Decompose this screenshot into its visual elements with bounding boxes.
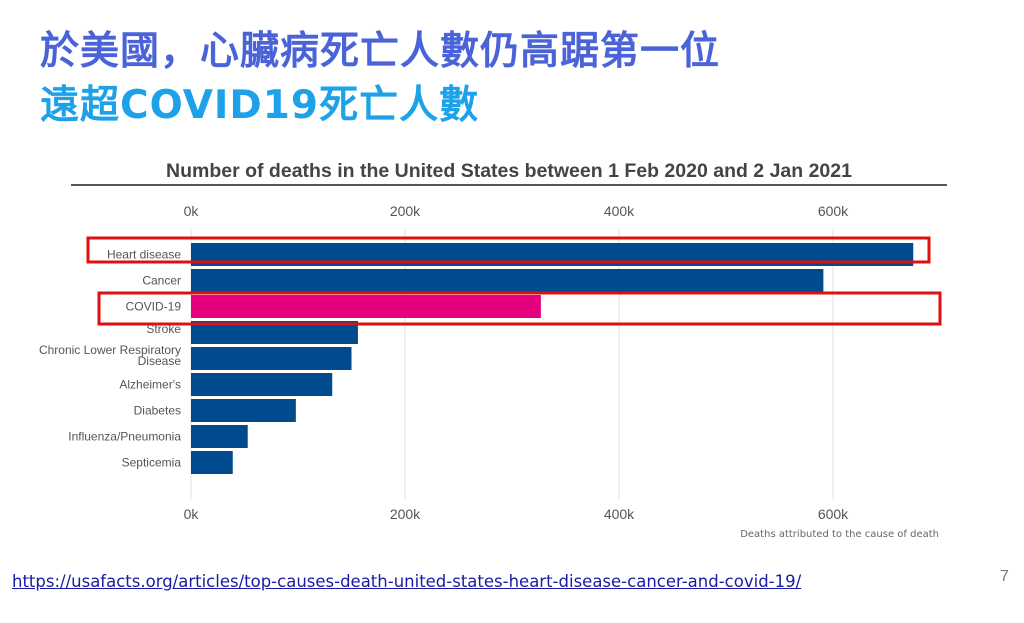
- x-tick-label-top: 200k: [390, 203, 421, 219]
- bar-influenza-pneumonia: [191, 425, 248, 448]
- category-label: Disease: [138, 354, 182, 368]
- annotation-box-covid-19: [97, 291, 942, 326]
- bar-alzheimer-s: [191, 373, 333, 396]
- bar-cancer: [191, 269, 824, 292]
- category-label: Influenza/Pneumonia: [68, 430, 181, 444]
- bar-stroke: [191, 321, 358, 344]
- category-label: Heart disease: [107, 248, 181, 262]
- bar-diabetes: [191, 399, 296, 422]
- slide-title-line2: 遠超COVID19死亡人數: [40, 83, 480, 128]
- category-label: Diabetes: [134, 404, 181, 418]
- category-label: Chronic Lower Respiratory: [39, 343, 181, 357]
- category-label: Cancer: [142, 274, 181, 288]
- chart-title: Number of deaths in the United States be…: [71, 160, 947, 186]
- x-tick-label-bottom: 0k: [184, 506, 200, 522]
- slide-title-line1: 於美國，心臟病死亡人數仍高踞第一位: [40, 29, 721, 74]
- x-tick-label-top: 400k: [604, 203, 635, 219]
- bar-chronic-lower-respiratory-disease: [191, 347, 352, 370]
- page-number: 7: [1000, 568, 1009, 585]
- bar-covid-19: [191, 295, 541, 318]
- bar-septicemia: [191, 451, 233, 474]
- x-tick-label-bottom: 200k: [390, 506, 421, 522]
- x-tick-label-top: 0k: [184, 203, 200, 219]
- x-tick-label-bottom: 400k: [604, 506, 635, 522]
- source-link[interactable]: https://usafacts.org/articles/top-causes…: [12, 572, 802, 591]
- bar-heart-disease: [191, 243, 914, 266]
- category-label: Septicemia: [122, 456, 182, 470]
- x-tick-label-top: 600k: [818, 203, 849, 219]
- x-tick-label-bottom: 600k: [818, 506, 849, 522]
- x-axis-label: Deaths attributed to the cause of death: [740, 529, 939, 540]
- category-label: COVID-19: [126, 300, 182, 314]
- annotation-box-heart-disease: [86, 236, 931, 264]
- category-label: Alzheimer's: [119, 378, 181, 392]
